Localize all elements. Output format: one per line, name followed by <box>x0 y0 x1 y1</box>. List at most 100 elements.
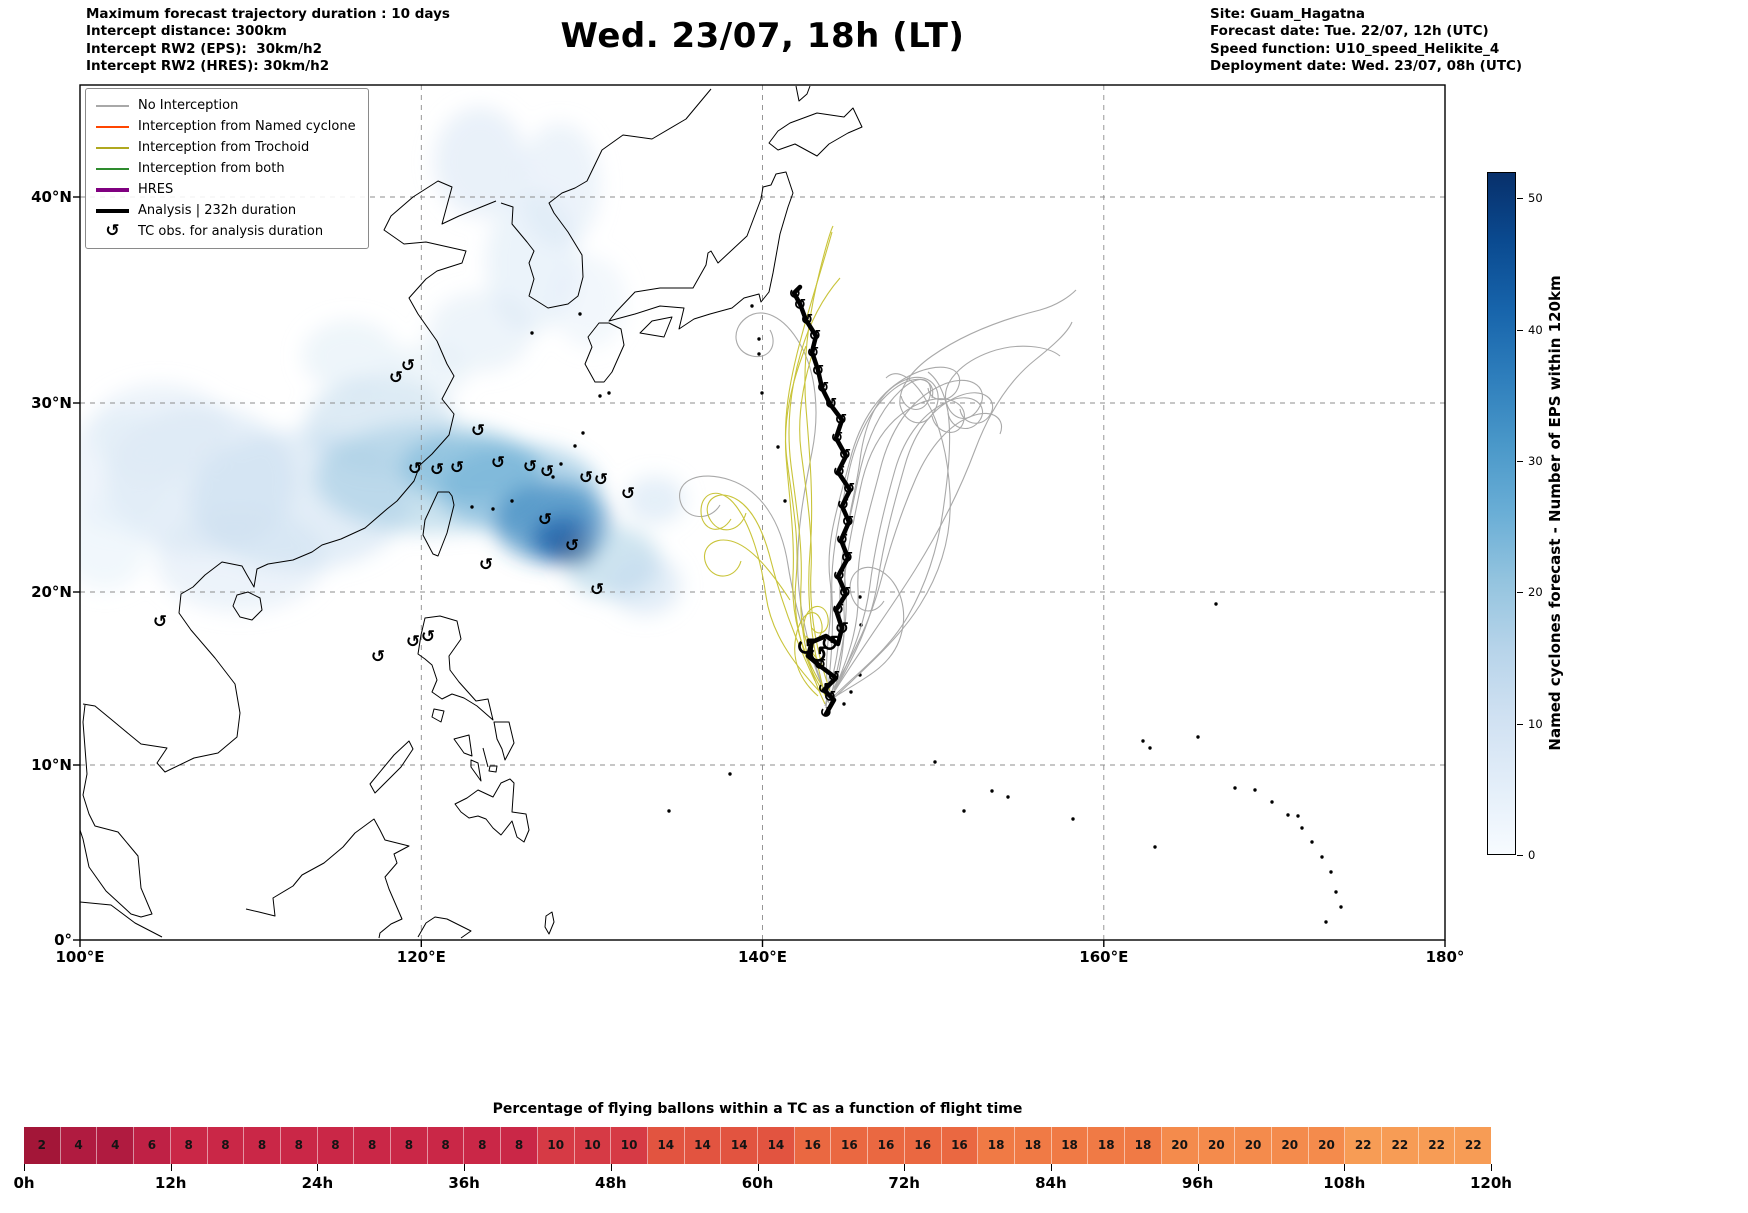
site-line: Speed function: U10_speed_Helikite_4 <box>1210 40 1500 57</box>
colorbar-tick <box>1517 460 1523 462</box>
strip-cell: 10 <box>611 1127 648 1164</box>
strip-cell: 4 <box>97 1127 135 1164</box>
strip-cell: 10 <box>574 1127 612 1164</box>
strip-value: 20 <box>1208 1138 1225 1152</box>
y-tick-label: 40°N <box>31 188 72 206</box>
grid-layer <box>80 85 1445 940</box>
strip-value: 16 <box>877 1138 895 1152</box>
colorbar-tick <box>1517 855 1523 856</box>
coastline <box>417 916 472 939</box>
coastline <box>493 721 515 761</box>
strip-axis-tick <box>904 1164 906 1171</box>
tc-obs-icon: ↺ <box>621 484 635 504</box>
y-tick-label: 0° <box>54 931 72 949</box>
strip-value: 22 <box>1464 1138 1482 1152</box>
strip-axis-tick <box>1491 1164 1492 1171</box>
legend-label: No Interception <box>138 98 239 113</box>
ensemble-track-trochoid <box>784 231 833 701</box>
config-line: Intercept distance: 300km <box>86 23 287 40</box>
legend-line-swatch-icon <box>96 125 129 128</box>
axis-ticks-layer <box>73 196 1446 947</box>
strip-cell: 20 <box>1308 1127 1346 1164</box>
island-dot <box>1253 788 1257 792</box>
strip-value: 8 <box>221 1138 230 1152</box>
strip-value: 22 <box>1428 1138 1445 1152</box>
ensemble-track-trochoid <box>704 539 791 601</box>
strip-cell: 16 <box>868 1127 905 1164</box>
legend-item: Interception from Trochoid <box>96 137 356 158</box>
strip-axis-tick <box>24 1164 25 1171</box>
x-tick-label: 120°E <box>396 948 446 966</box>
strip-value: 18 <box>1134 1138 1152 1152</box>
colorbar-tick-label: 20 <box>1528 585 1543 600</box>
tc-obs-icon: ↺ <box>818 680 831 698</box>
config-line: Maximum forecast trajectory duration : 1… <box>86 6 450 22</box>
strip-value: 16 <box>804 1138 821 1152</box>
strip-cell: 18 <box>1125 1127 1162 1164</box>
legend-line-swatch-icon <box>96 187 129 192</box>
strip-axis-label: 36h <box>448 1174 480 1192</box>
tc-obs-icon: ↺ <box>832 601 845 619</box>
strip-cell: 22 <box>1382 1127 1419 1164</box>
island-dot <box>581 431 585 435</box>
tc-obs-icon: ↺ <box>817 379 830 397</box>
coastline <box>232 591 263 621</box>
tc-obs-icon: ↺ <box>789 285 802 303</box>
legend-label: Interception from both <box>138 161 285 176</box>
island-dot <box>849 690 853 694</box>
strip-cell: 8 <box>317 1127 355 1164</box>
tc-obs-icon: ↺ <box>839 584 852 602</box>
tc-obs-icon: ↺ <box>835 619 849 639</box>
legend-item: Interception from both <box>96 158 356 179</box>
figure-title: Wed. 23/07, 18h (LT) <box>560 16 965 56</box>
coastline <box>431 708 445 723</box>
tc-obs-icon: ↺ <box>450 458 464 478</box>
strip-cell: 20 <box>1235 1127 1272 1164</box>
legend-line-swatch-icon <box>96 208 129 213</box>
strip-cell: 8 <box>354 1127 392 1164</box>
strip-value: 20 <box>1281 1138 1299 1152</box>
island-dot <box>1148 746 1152 750</box>
density-blob <box>387 344 467 400</box>
tc-obs-icon: ↺ <box>835 411 848 429</box>
strip-axis-label: 96h <box>1181 1174 1214 1192</box>
ensemble-track-trochoid <box>706 494 816 682</box>
island-dot <box>1324 920 1328 924</box>
analysis-track <box>791 284 853 717</box>
strip-axis-label: 0h <box>13 1174 35 1192</box>
legend-item: No Interception <box>96 95 356 116</box>
colorbar-tick-label: 40 <box>1528 322 1543 337</box>
map-legend: No Interception Interception from Named c… <box>85 88 369 249</box>
ensemble-track-gray <box>829 345 1061 701</box>
ensemble-track-gray <box>832 373 951 700</box>
ensemble-track-trochoid <box>784 345 823 687</box>
legend-label: Interception from Named cyclone <box>138 119 356 134</box>
tc-obs-icon: ↺ <box>842 513 855 531</box>
coastline <box>488 765 498 773</box>
coastline <box>369 740 414 794</box>
strip-axis-label: 72h <box>888 1174 920 1192</box>
legend-item: ↺ TC obs. for analysis duration <box>96 221 356 242</box>
x-tick-label: 180° <box>1425 948 1465 966</box>
strip-value: 8 <box>478 1138 487 1152</box>
strip-value: 8 <box>404 1138 414 1152</box>
island-dot <box>559 462 563 466</box>
density-blob <box>554 256 626 348</box>
strip-cell: 8 <box>427 1127 465 1164</box>
strip-axis-tick <box>757 1164 759 1171</box>
legend-item: Analysis | 232h duration <box>96 200 356 221</box>
strip-cell: 8 <box>501 1127 538 1164</box>
site-line: Deployment date: Wed. 23/07, 08h (UTC) <box>1210 57 1523 74</box>
tc-obs-icon: ↺ <box>794 296 807 314</box>
strip-axis-label: 12h <box>154 1174 187 1192</box>
density-blob <box>302 320 398 392</box>
tc-obs-icon: ↺ <box>808 641 828 669</box>
strip-value: 10 <box>584 1138 601 1152</box>
strip-value: 4 <box>74 1138 83 1152</box>
island-dot <box>1006 795 1010 799</box>
coastline <box>470 759 482 782</box>
strip-cell: 8 <box>207 1127 245 1164</box>
island-dot <box>760 391 764 395</box>
tc-obs-icon: ↺ <box>814 656 827 674</box>
